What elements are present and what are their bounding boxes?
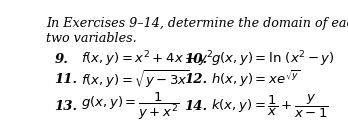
Text: In Exercises 9–14, determine the domain of each function of: In Exercises 9–14, determine the domain …: [46, 17, 348, 30]
Text: 14.: 14.: [184, 100, 207, 113]
Text: $h(x, y) = xe^{\sqrt{y}}$: $h(x, y) = xe^{\sqrt{y}}$: [211, 69, 300, 89]
Text: $g(x, y) = \dfrac{1}{y + x^2}$: $g(x, y) = \dfrac{1}{y + x^2}$: [81, 91, 180, 122]
Text: $k(x, y) = \dfrac{1}{x} + \dfrac{y}{x-1}$: $k(x, y) = \dfrac{1}{x} + \dfrac{y}{x-1}…: [211, 93, 329, 120]
Text: $g(x, y) = \ln\,(x^2 - y)$: $g(x, y) = \ln\,(x^2 - y)$: [211, 49, 334, 69]
Text: 10.: 10.: [184, 53, 207, 66]
Text: $f(x, y) = \sqrt{y - 3x}$: $f(x, y) = \sqrt{y - 3x}$: [81, 68, 190, 90]
Text: 13.: 13.: [54, 100, 77, 113]
Text: 11.: 11.: [54, 73, 77, 86]
Text: 12.: 12.: [184, 73, 207, 86]
Text: $f(x, y) = x^2 + 4x + y^2$: $f(x, y) = x^2 + 4x + y^2$: [81, 49, 214, 69]
Text: 9.: 9.: [54, 53, 68, 66]
Text: two variables.: two variables.: [46, 32, 137, 45]
